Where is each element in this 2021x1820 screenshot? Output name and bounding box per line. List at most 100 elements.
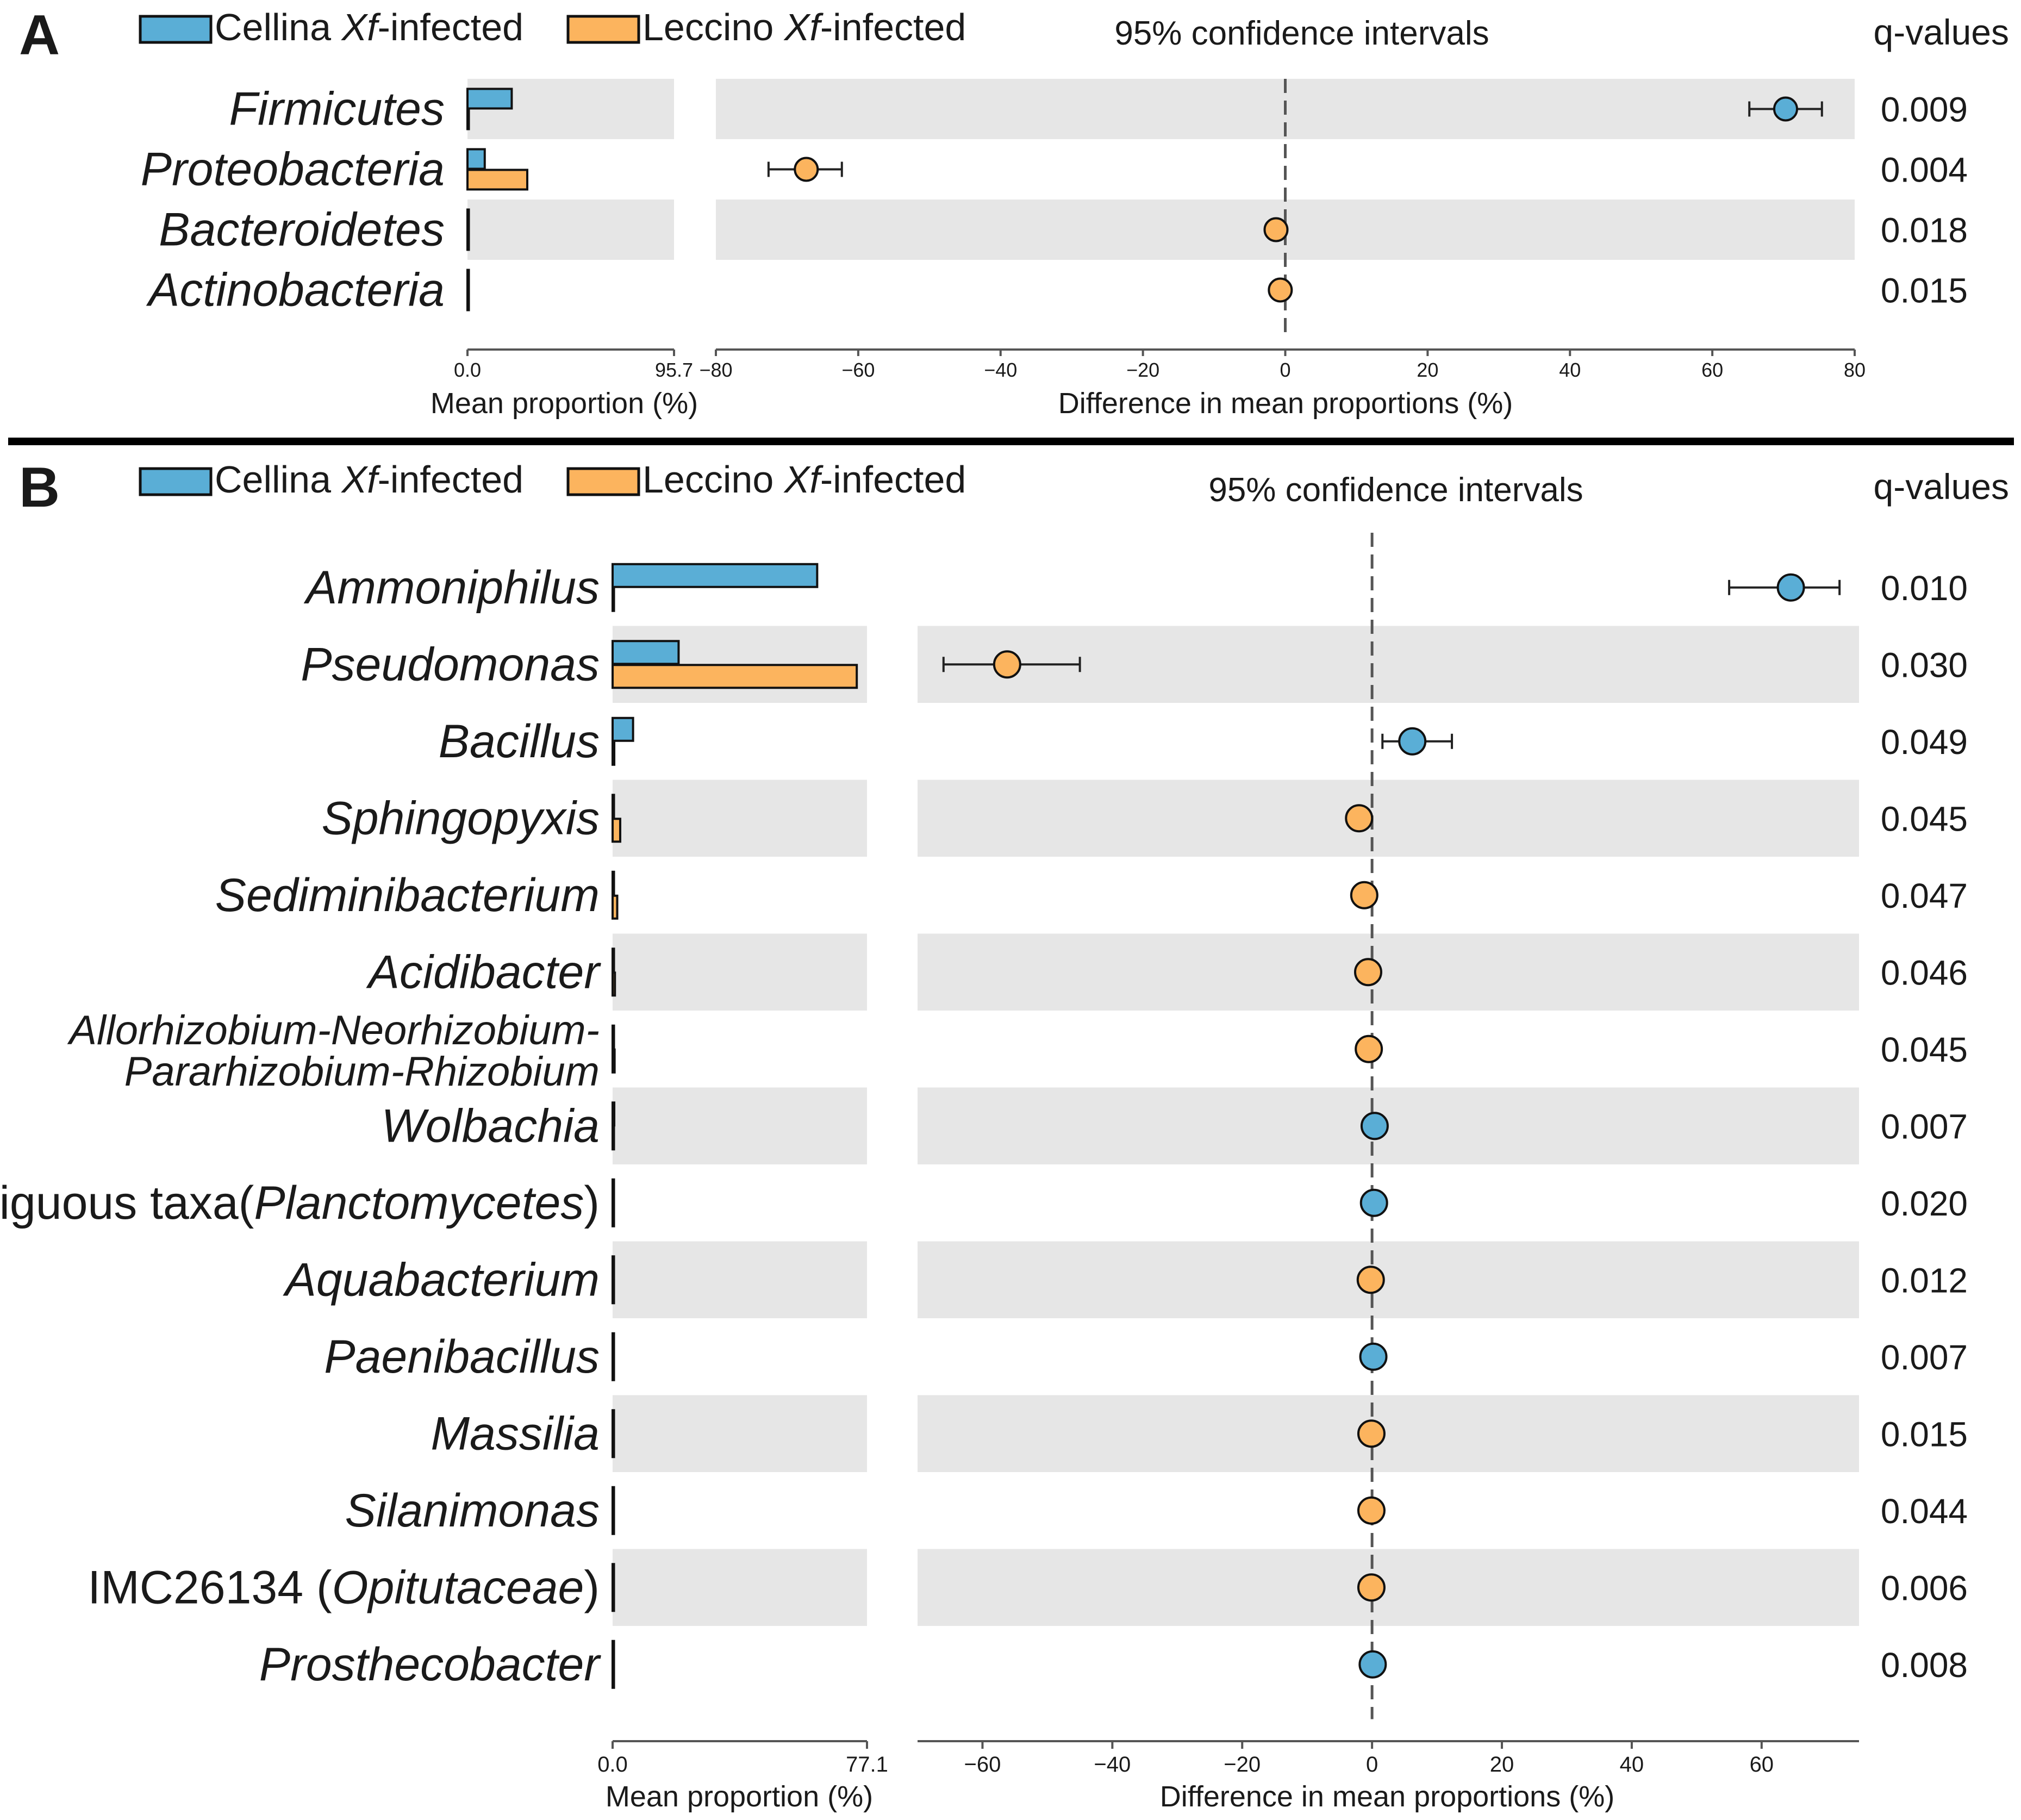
- taxon-label: Paenibacillus: [324, 1331, 600, 1383]
- diff-point: [1356, 1266, 1385, 1294]
- q-value: 0.047: [1881, 876, 1968, 915]
- q-value: 0.008: [1881, 1646, 1968, 1685]
- diff-point: [1398, 727, 1427, 756]
- legend-swatch: [139, 467, 213, 496]
- diff-point: [1359, 1188, 1388, 1217]
- diff-axis-tick-label: 60: [1701, 359, 1723, 381]
- row-stripe: [613, 1395, 867, 1472]
- bar-leccino: [612, 1510, 615, 1535]
- bar-leccino: [466, 169, 528, 191]
- diff-axis-tick-label: 60: [1750, 1753, 1774, 1777]
- bar-leccino: [612, 1125, 615, 1151]
- row-stripe: [918, 933, 1859, 1011]
- taxon-label: Ammoniphilus: [303, 562, 600, 614]
- q-value: 0.007: [1881, 1107, 1968, 1146]
- bar-leccino: [466, 289, 470, 311]
- bar-cellina: [612, 640, 680, 665]
- bar-leccino: [612, 1433, 615, 1459]
- diff-axis-tick-label: 0: [1280, 359, 1290, 381]
- diff-point: [1357, 1573, 1386, 1602]
- bar-leccino: [612, 1048, 616, 1074]
- bar-leccino: [612, 1587, 615, 1612]
- diff-point: [1357, 1419, 1386, 1448]
- bar-axis-tick-label: 95.7: [655, 359, 693, 381]
- diff-axis-tick-label: 40: [1559, 359, 1581, 381]
- bar-cellina: [612, 1178, 615, 1204]
- legend-label: Cellina Xf-infected: [215, 6, 523, 48]
- legend-swatch: [566, 467, 640, 496]
- q-values-header: q-values: [1874, 466, 2009, 507]
- diff-axis-label: Difference in mean proportions (%): [1058, 387, 1513, 420]
- taxon-label: Sphingopyxis: [321, 792, 600, 844]
- bar-cellina: [612, 870, 615, 896]
- taxon-label: Sediminibacterium: [215, 869, 600, 921]
- bar-leccino: [612, 1356, 615, 1381]
- q-value: 0.030: [1881, 645, 1968, 684]
- diff-point: [1263, 217, 1289, 242]
- bar-leccino: [612, 740, 616, 766]
- legend-label: Leccino Xf-infected: [643, 6, 966, 48]
- q-value: 0.046: [1881, 953, 1968, 992]
- bar-leccino: [612, 1202, 615, 1227]
- row-stripe: [613, 1549, 867, 1626]
- bar-leccino: [612, 818, 621, 843]
- q-value: 0.020: [1881, 1184, 1968, 1223]
- diff-point: [1357, 1496, 1386, 1525]
- row-stripe: [918, 1241, 1859, 1318]
- q-value: 0.009: [1881, 90, 1968, 129]
- diff-point: [794, 157, 819, 182]
- bar-axis-tick-label: 0.0: [597, 1753, 628, 1777]
- diff-axis-tick-label: −60: [964, 1753, 1001, 1777]
- row-stripe: [613, 1087, 867, 1164]
- diff-point: [1345, 804, 1374, 833]
- row-stripe: [918, 1395, 1859, 1472]
- bar-axis-tick-label: 77.1: [846, 1753, 888, 1777]
- diff-point: [1268, 277, 1293, 303]
- diff-axis-tick-label: −60: [841, 359, 875, 381]
- taxon-label: Aquabacterium: [283, 1254, 600, 1306]
- diff-axis-tick-label: 0: [1366, 1753, 1378, 1777]
- taxon-label: Pseudomonas: [301, 638, 600, 690]
- diff-axis-tick-label: 40: [1620, 1753, 1644, 1777]
- taxon-label: Firmicutes: [229, 83, 445, 135]
- diff-axis-tick-label: −20: [1224, 1753, 1261, 1777]
- diff-point: [993, 650, 1021, 679]
- taxon-label: Bacteroidetes: [159, 204, 445, 256]
- diff-point: [1360, 1112, 1389, 1140]
- row-stripe: [918, 780, 1859, 857]
- q-value: 0.045: [1881, 799, 1968, 838]
- q-value: 0.010: [1881, 569, 1968, 608]
- diff-axis-tick-label: −40: [1094, 1753, 1131, 1777]
- taxon-label: Massilia: [431, 1407, 600, 1460]
- q-value: 0.007: [1881, 1338, 1968, 1377]
- bar-cellina: [612, 1486, 615, 1511]
- bar-leccino: [612, 894, 619, 920]
- q-value: 0.045: [1881, 1030, 1968, 1069]
- legend-swatch: [139, 15, 213, 44]
- bar-cellina: [466, 269, 470, 291]
- row-stripe: [918, 1549, 1859, 1626]
- q-value: 0.044: [1881, 1492, 1968, 1531]
- bar-cellina: [612, 563, 819, 588]
- legend-label: Cellina Xf-infected: [215, 458, 523, 501]
- row-stripe: [467, 200, 674, 260]
- q-values-header: q-values: [1874, 12, 2009, 52]
- q-value: 0.015: [1881, 1414, 1968, 1454]
- bar-cellina: [466, 88, 513, 110]
- bar-cellina: [466, 148, 486, 170]
- bar-axis-label: Mean proportion (%): [606, 1780, 873, 1813]
- bar-cellina: [612, 1024, 615, 1050]
- taxon-label: Allorhizobium-Neorhizobium-: [67, 1007, 600, 1054]
- bar-cellina: [612, 1332, 615, 1357]
- bar-cellina: [612, 1640, 615, 1665]
- bar-cellina: [612, 1101, 616, 1127]
- taxon-label: Bacillus: [439, 715, 600, 768]
- bar-leccino: [612, 1279, 615, 1305]
- taxon-label: Ambiguous taxa(Planctomycetes): [0, 1177, 600, 1229]
- bar-cellina: [612, 1409, 615, 1435]
- q-value: 0.015: [1881, 271, 1968, 310]
- diff-point: [1358, 1650, 1387, 1679]
- taxon-label: Actinobacteria: [146, 264, 445, 316]
- q-value: 0.018: [1881, 211, 1968, 250]
- bar-cellina: [612, 1563, 615, 1588]
